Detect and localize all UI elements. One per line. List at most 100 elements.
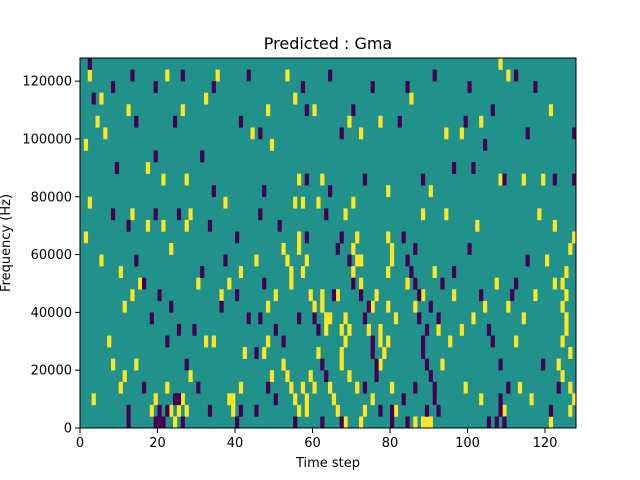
heatmap-cell-high [169, 404, 174, 417]
heatmap-cell-low [541, 358, 546, 371]
heatmap-cell-low [142, 277, 147, 290]
heatmap-cell-high [359, 277, 364, 290]
heatmap-cell-high [211, 335, 216, 348]
heatmap-cell-low [235, 231, 240, 244]
heatmap-cell-low [347, 254, 352, 267]
heatmap-cell-low [514, 277, 519, 290]
heatmap-cell-low [126, 404, 131, 417]
heatmap-cell-low [514, 69, 519, 82]
heatmap-cell-high [521, 312, 526, 325]
heatmap-cell-high [161, 219, 166, 232]
heatmap-cell-low [165, 404, 170, 417]
heatmap-cell-high [165, 69, 170, 82]
heatmap-cell-low [471, 162, 476, 174]
heatmap-cell-high [386, 185, 391, 198]
heatmap-cell-low [362, 312, 368, 325]
y-tick-label: 40000 [31, 306, 72, 321]
heatmap-cell-low [246, 312, 251, 325]
heatmap-cell-high [378, 323, 383, 336]
heatmap-cell-low [254, 347, 259, 359]
heatmap-cell-high [479, 393, 484, 406]
heatmap-cell-high [169, 243, 174, 255]
heatmap-cell-high [130, 289, 135, 302]
heatmap-cell-high [180, 393, 185, 406]
heatmap-cell-high [475, 219, 480, 232]
heatmap-cell-high [359, 416, 364, 429]
heatmap-cell-high [494, 277, 499, 290]
heatmap-cell-high [355, 381, 360, 394]
heatmap-cell-low [494, 416, 499, 429]
heatmap-cell-high [436, 323, 441, 336]
heatmap-cell-high [83, 231, 89, 244]
heatmap-cell-high [289, 277, 294, 290]
heatmap-cell-high [560, 277, 565, 290]
heatmap-cell-high [382, 347, 387, 359]
heatmap-cell-low [273, 393, 278, 406]
heatmap-cell-high [300, 196, 306, 209]
heatmap-cell-low [153, 81, 158, 93]
heatmap-cell-high [242, 347, 247, 359]
heatmap-cell-low [378, 404, 383, 417]
heatmap-cell-high [568, 347, 573, 359]
heatmap-cell-low [300, 81, 306, 93]
heatmap-cell-high [390, 243, 395, 255]
heatmap-cell-high [83, 138, 89, 151]
heatmap-cell-low [262, 277, 267, 290]
heatmap-cell-high [568, 381, 573, 394]
heatmap-cell-high [343, 416, 348, 429]
heatmap-cell-high [153, 393, 158, 406]
x-tick-label: 40 [227, 436, 244, 451]
heatmap-cell-low [266, 381, 271, 394]
heatmap-cell-low [436, 312, 441, 325]
heatmap-cell-low [304, 173, 309, 186]
heatmap-cell-high [335, 404, 340, 417]
heatmap-cell-low [374, 370, 379, 383]
heatmap-cell-high [300, 266, 306, 278]
heatmap-cell-high [424, 416, 430, 429]
heatmap-cell-high [331, 393, 337, 406]
heatmap-cell-high [393, 404, 399, 417]
heatmap-cell-low [258, 127, 263, 140]
heatmap-cell-high [118, 381, 123, 394]
heatmap-cell-high [335, 289, 340, 302]
heatmap-cell-high [370, 300, 375, 313]
heatmap-cell-low [417, 312, 422, 325]
heatmap-cell-high [560, 370, 565, 383]
heatmap-cell-low [556, 381, 561, 394]
heatmap-cell-low [452, 162, 457, 174]
heatmap-cell-high [145, 162, 151, 174]
heatmap-cell-high [514, 335, 519, 348]
heatmap-cell-high [324, 312, 329, 325]
heatmap-cell-low [173, 393, 178, 406]
heatmap-cell-low [273, 323, 278, 336]
heatmap-cell-low [312, 312, 317, 325]
heatmap-cell-high [393, 312, 399, 325]
heatmap-cell-low [486, 323, 492, 336]
heatmap-cell-low [165, 335, 170, 348]
heatmap-cell-high [223, 196, 228, 209]
heatmap-cell-high [99, 254, 104, 267]
heatmap-cell-high [273, 289, 278, 302]
heatmap-cell-low [432, 381, 437, 394]
heatmap-cell-high [118, 266, 123, 278]
heatmap-cell-low [463, 115, 468, 128]
heatmap-cell-low [506, 381, 511, 394]
x-tick-label: 0 [76, 436, 84, 451]
heatmap-cell-low [235, 289, 240, 302]
plot-background [80, 58, 576, 428]
heatmap-cell-low [161, 416, 166, 429]
heatmap-cell-high [517, 381, 523, 394]
heatmap-cell-high [304, 393, 309, 406]
heatmap-cell-high [204, 92, 209, 105]
heatmap-cell-high [87, 196, 92, 209]
heatmap-cell-high [122, 370, 127, 383]
heatmap-cell-low [111, 81, 116, 93]
heatmap-cell-low [304, 231, 309, 244]
heatmap-cell-high [548, 416, 554, 429]
heatmap-cell-low [328, 69, 333, 82]
heatmap-cell-low [180, 416, 185, 429]
heatmap-cell-low [432, 69, 437, 82]
heatmap-cell-high [231, 404, 236, 417]
heatmap-cell-high [421, 289, 426, 302]
